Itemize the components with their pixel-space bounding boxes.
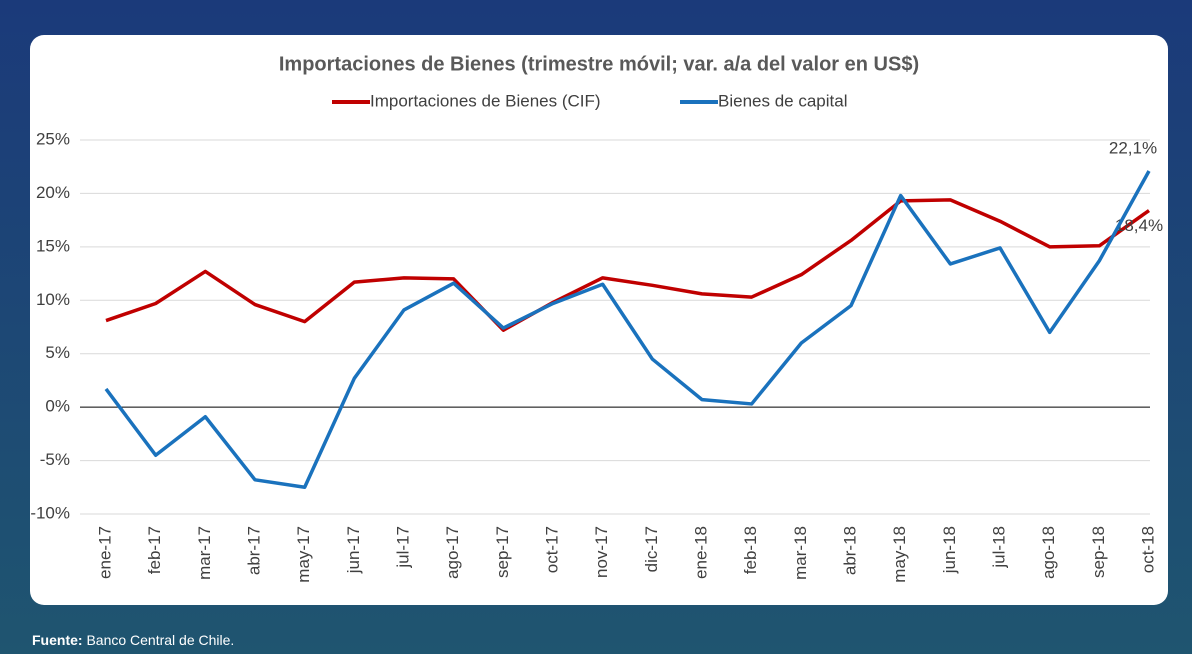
x-tick-label: feb-18 — [741, 526, 760, 574]
data-label: 22,1% — [1109, 138, 1157, 157]
x-tick-label: abr-17 — [244, 526, 263, 575]
y-tick-label: 10% — [36, 290, 70, 309]
x-tick-label: jun-18 — [940, 526, 959, 574]
x-tick-label: mar-17 — [195, 526, 214, 580]
x-tick-label: may-17 — [294, 526, 313, 583]
x-tick-label: oct-17 — [542, 526, 561, 573]
x-tick-label: sep-18 — [1089, 526, 1108, 578]
footer: Fuente: Banco Central de Chile. — [32, 632, 234, 648]
x-tick-label: feb-17 — [145, 526, 164, 574]
x-tick-label: ene-18 — [691, 526, 710, 579]
x-tick-label: abr-18 — [840, 526, 859, 575]
x-tick-label: sep-17 — [493, 526, 512, 578]
x-tick-label: ago-18 — [1039, 526, 1058, 579]
footer-text: Banco Central de Chile. — [86, 632, 234, 648]
x-tick-label: jul-17 — [393, 526, 412, 569]
y-tick-label: 20% — [36, 183, 70, 202]
y-tick-label: 25% — [36, 129, 70, 148]
x-tick-label: jun-17 — [344, 526, 363, 574]
x-tick-label: mar-18 — [791, 526, 810, 580]
legend-label: Bienes de capital — [718, 91, 847, 110]
y-tick-label: 0% — [45, 397, 70, 416]
x-tick-label: nov-17 — [592, 526, 611, 578]
y-tick-label: 15% — [36, 236, 70, 255]
chart-panel — [30, 35, 1168, 605]
x-tick-label: may-18 — [890, 526, 909, 583]
chart-title: Importaciones de Bienes (trimestre móvil… — [279, 53, 919, 75]
x-tick-label: jul-18 — [989, 526, 1008, 569]
y-tick-label: -5% — [40, 450, 70, 469]
x-tick-label: ene-17 — [95, 526, 114, 579]
x-tick-label: ago-17 — [443, 526, 462, 579]
x-tick-label: dic-17 — [642, 526, 661, 572]
data-label: 18,4% — [1115, 216, 1163, 235]
x-tick-label: oct-18 — [1138, 526, 1157, 573]
y-tick-label: -10% — [30, 503, 70, 522]
series-line — [104, 170, 1151, 490]
footer-label: Fuente: — [32, 632, 83, 648]
legend-label: Importaciones de Bienes (CIF) — [370, 91, 601, 110]
y-tick-label: 5% — [45, 343, 70, 362]
series-line — [105, 198, 1151, 332]
